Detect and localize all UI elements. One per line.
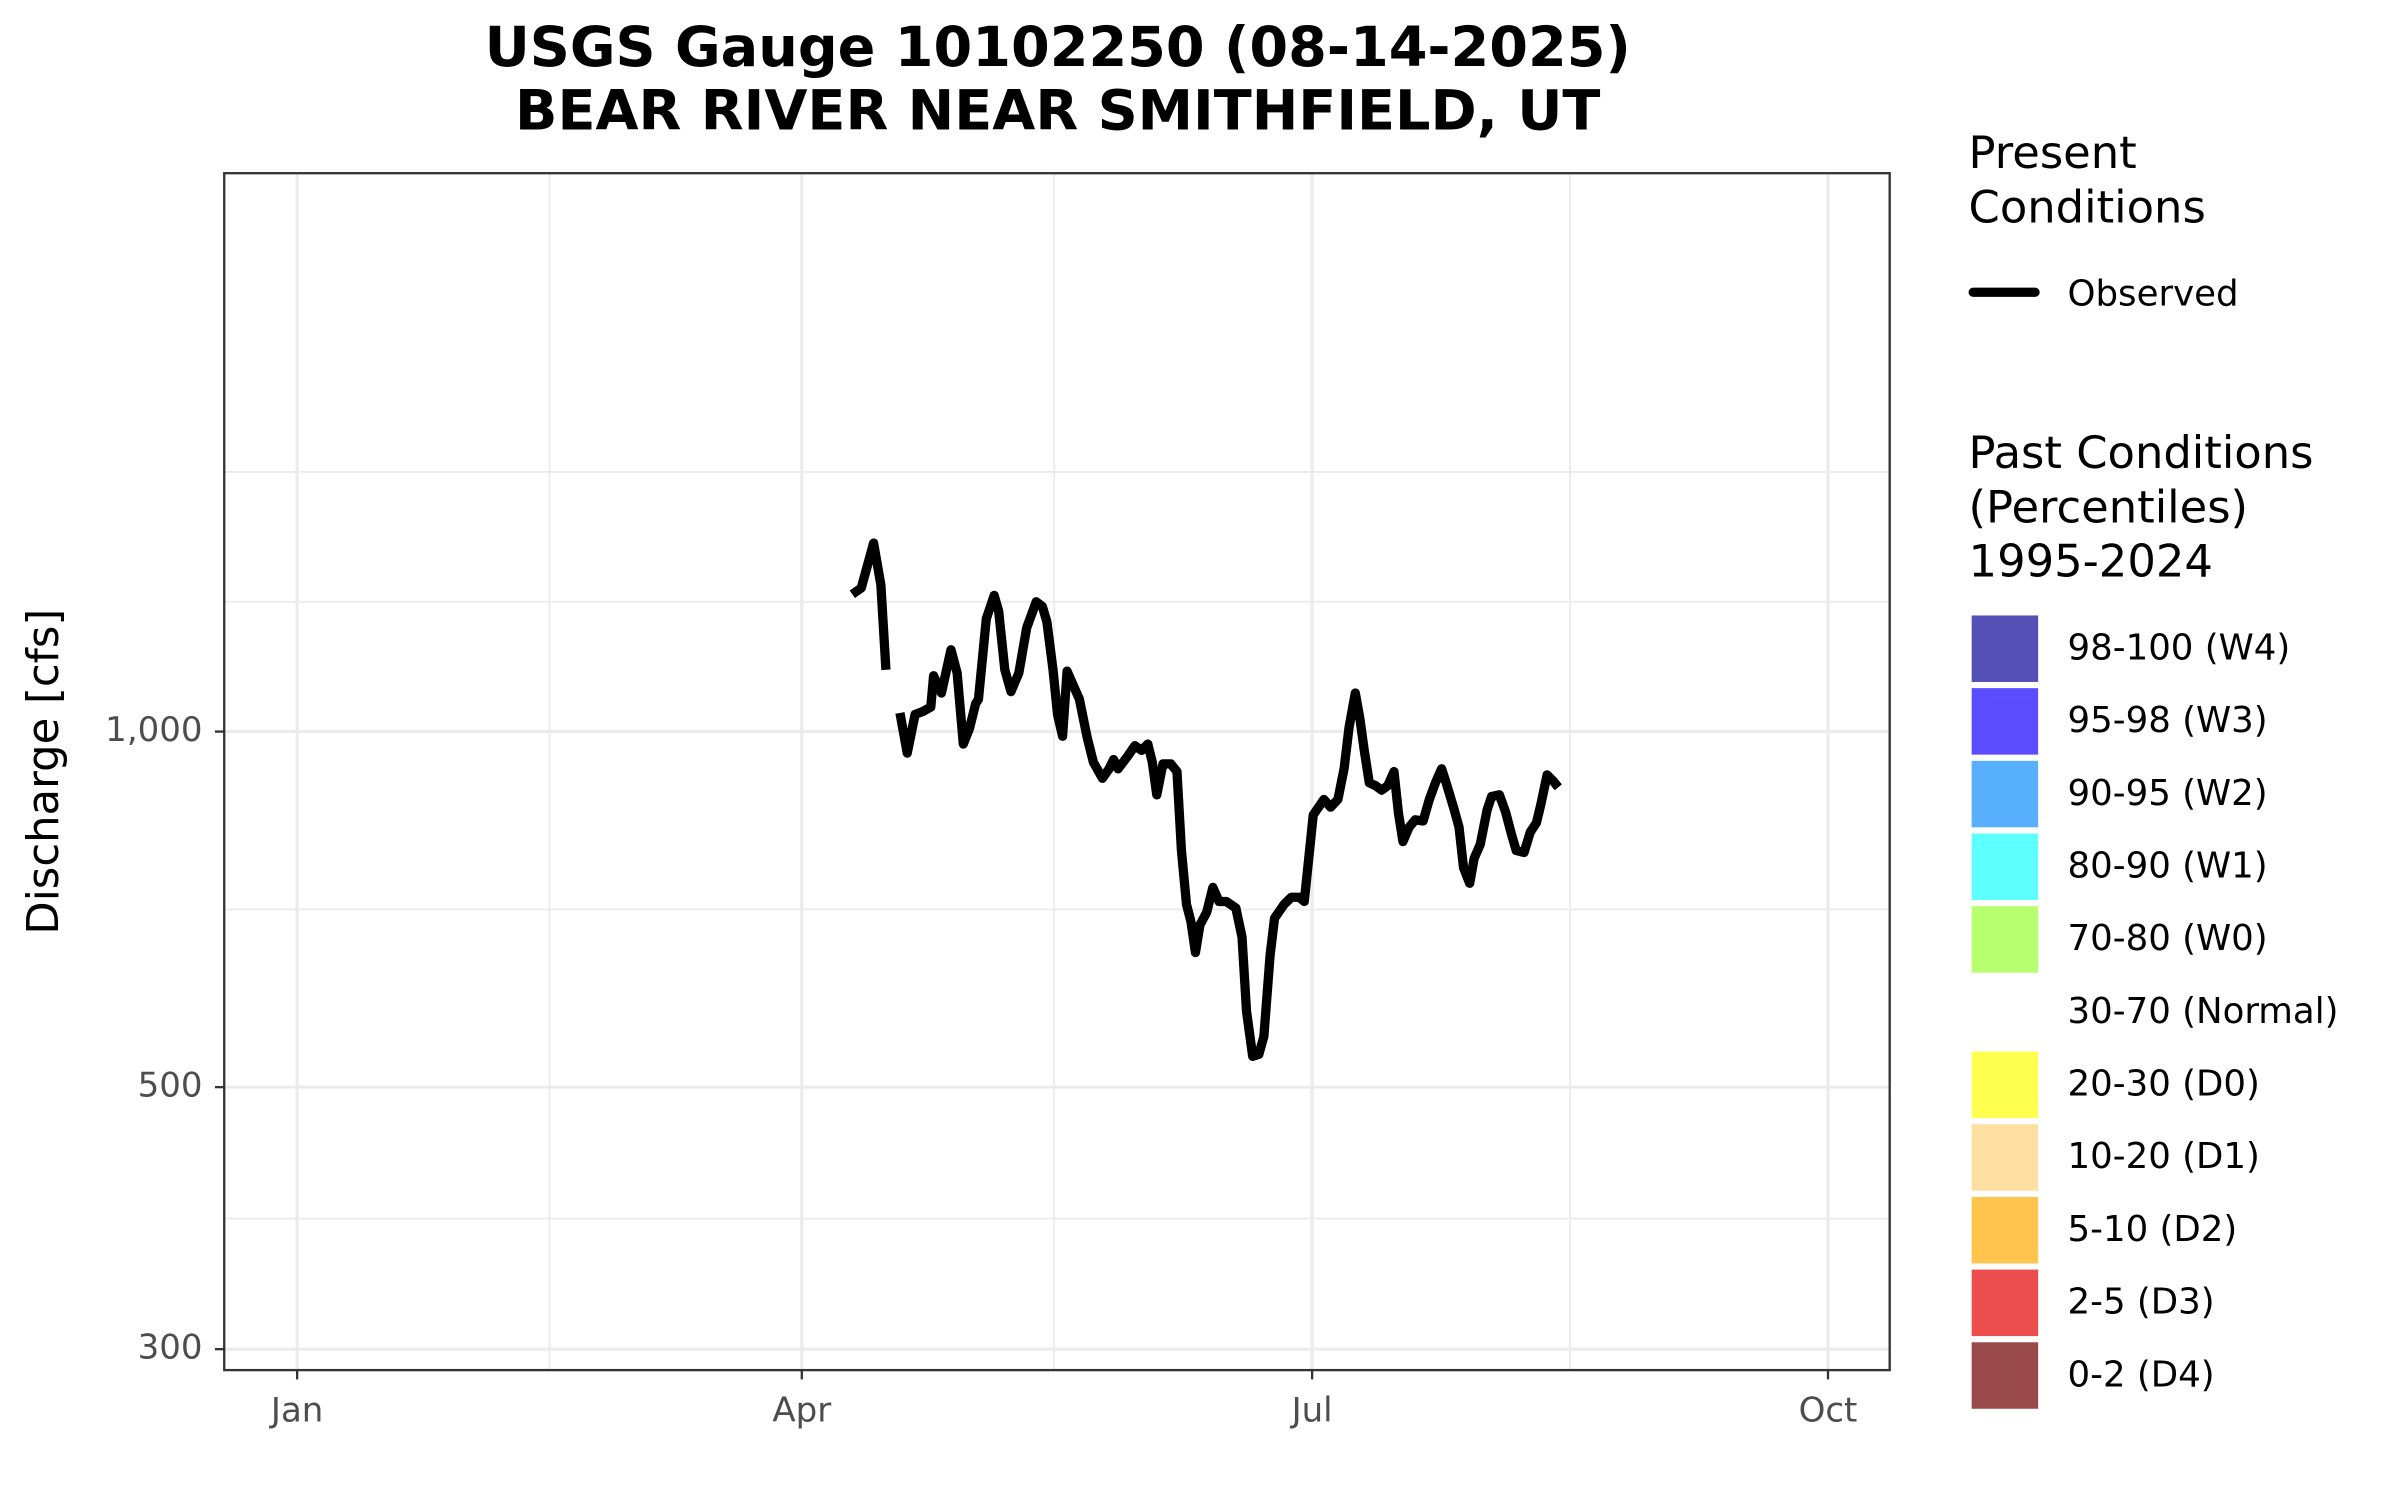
plot-data [849, 538, 1562, 1061]
legend-swatch [1971, 688, 2039, 755]
legend-swatch [1971, 978, 2039, 1046]
x-tick-label: Oct [1799, 1390, 1858, 1430]
y-tick-label: 500 [138, 1066, 203, 1106]
legend-label: 98-100 (W4) [2068, 627, 2291, 668]
legend-title: 1995-2024 [1969, 534, 2213, 587]
y-tick-label: 1,000 [105, 710, 202, 750]
legend-label: 30-70 (Normal) [2068, 991, 2339, 1032]
legend-swatch [1971, 833, 2039, 900]
data-line [849, 538, 1562, 1061]
labels: USGS Gauge 10102250 (08-14-2025)BEAR RIV… [19, 15, 2339, 1430]
legend-label: 2-5 (D3) [2068, 1282, 2215, 1323]
x-tick-label: Jul [1290, 1390, 1333, 1430]
legend-swatch [1971, 1269, 2039, 1337]
x-tick-label: Jan [269, 1390, 323, 1430]
legend-title: Present [1969, 126, 2137, 179]
legend-label: Observed [2068, 273, 2239, 314]
legend-swatch [1971, 906, 2039, 973]
chart-title: BEAR RIVER NEAR SMITHFIELD, UT [515, 79, 1600, 144]
chart-title: USGS Gauge 10102250 (08-14-2025) [485, 15, 1631, 80]
legend-title: (Percentiles) [1969, 480, 2249, 533]
y-tick-label: 300 [138, 1328, 203, 1368]
legend-label: 95-98 (W3) [2068, 700, 2268, 741]
legend-swatch [1971, 615, 2039, 682]
legend-swatch [1971, 1124, 2039, 1191]
x-tick-label: Apr [772, 1390, 831, 1430]
legend-swatch [1971, 1196, 2039, 1264]
panel-border [223, 172, 1891, 1372]
legend-label: 80-90 (W1) [2068, 846, 2268, 887]
legend-title: Conditions [1969, 180, 2206, 233]
legend-label: 5-10 (D2) [2068, 1209, 2238, 1250]
legend-title: Past Conditions [1969, 426, 2314, 479]
y-axis-label: Discharge [cfs] [19, 609, 69, 935]
legend-label: 0-2 (D4) [2068, 1354, 2215, 1395]
legend-swatch [1971, 1051, 2039, 1119]
legend-label: 70-80 (W0) [2068, 918, 2268, 959]
legend-label: 90-95 (W2) [2068, 773, 2268, 814]
legend-label: 10-20 (D1) [2068, 1136, 2260, 1177]
legend-swatch [1971, 1342, 2039, 1409]
legend-swatch [1971, 760, 2039, 828]
legend-label: 20-30 (D0) [2068, 1064, 2260, 1105]
